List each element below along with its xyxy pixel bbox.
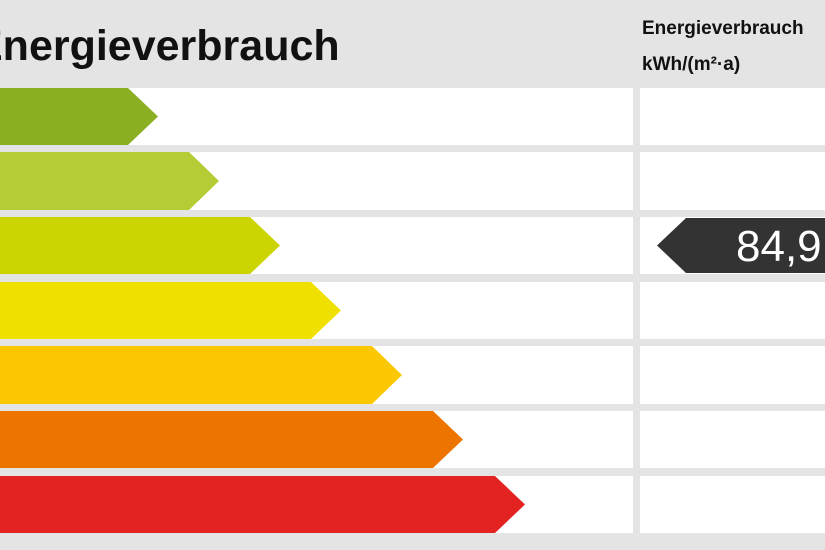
indicator-value: 84,9 [736,222,822,271]
class-arrows [0,88,525,533]
title: Energieverbrauch [0,22,340,70]
row [640,411,825,468]
row [640,88,825,145]
row [640,346,825,404]
row [640,282,825,339]
class-arrow [0,152,219,210]
class-arrow [0,217,280,274]
indicator-arrow [657,218,825,273]
class-arrow [0,411,463,468]
class-arrow [0,476,525,533]
class-arrow [0,88,158,145]
class-arrow [0,282,341,339]
row [640,476,825,533]
class-arrow [0,346,402,404]
unit: kWh/(m²·a) [642,54,740,75]
column-title: Energieverbrauch [642,18,804,39]
row [640,152,825,210]
